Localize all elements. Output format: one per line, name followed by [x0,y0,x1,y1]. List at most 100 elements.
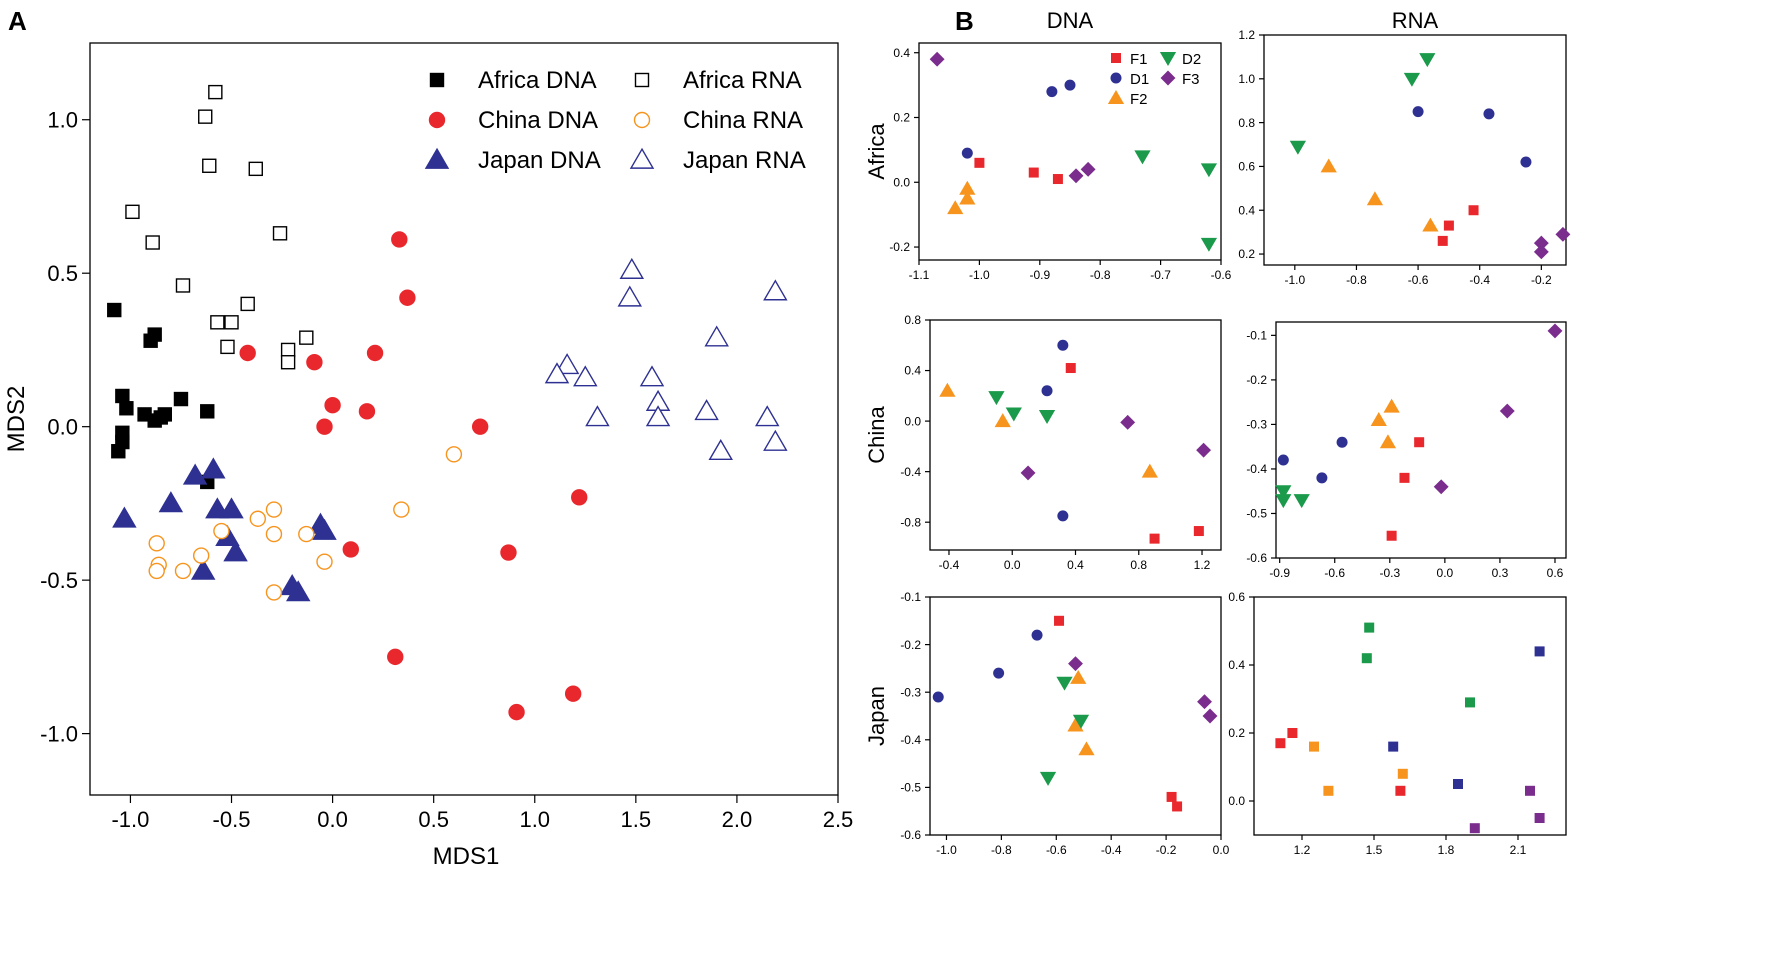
legend-marker-china-dna [428,111,446,129]
point-japan-rna [763,279,788,301]
point-d1 [1412,106,1424,118]
point-f3 [929,51,945,67]
y-tick-label: 0.5 [47,261,78,286]
point-china-dna [306,354,323,371]
point-china-rna [265,501,283,518]
plot-B-Africa-RNA: -1.0 -0.8 -0.6 -0.4 -0.2 0.2 0.4 0.6 0.8 1.0 1.2 RN… [1238,8,1571,287]
point-japan-dna [312,518,337,540]
point-d2 [1056,676,1073,691]
legend-marker-f3 [1160,70,1176,86]
plot-B-Japan-DNA: -1.0 -0.8 -0.6 -0.4 -0.2 0.0 -0.6 -0.5 -0.4 -0.3 -… [864,590,1230,857]
point-d1 [961,147,973,159]
point-f3 [1020,465,1036,481]
point-africa-dna [143,333,158,348]
point-f2 [994,413,1011,428]
panel-label-a: A [8,6,27,36]
legend-marker-china-rna [633,111,651,129]
y-tick-label: -0.4 [900,465,921,479]
point-f1 [1193,526,1204,537]
point-africa-rna [145,235,160,250]
point-africa-rna [280,355,296,370]
point-d2 [1039,771,1057,786]
x-tick-label: -0.7 [1150,268,1171,282]
point-f1 [1166,791,1177,802]
point-d2 [988,391,1005,406]
x-tick-label: -0.8 [991,843,1012,857]
point-japan-rna [639,365,665,387]
x-tick-label: -0.3 [1379,566,1400,580]
x-tick-label: -0.4 [939,558,960,572]
y-tick-label: -0.1 [900,590,921,604]
legend-marker-f2 [1107,90,1125,104]
y-tick-label: 0.4 [1228,658,1245,672]
point-africa-rna [208,84,223,100]
point-china-dna [564,685,582,702]
point-japan-rna [617,285,643,307]
point-china [1275,738,1286,749]
point-china-rna [174,562,192,580]
point-f1 [1414,437,1425,448]
x-tick-label: 1.8 [1438,843,1455,857]
point-china [1395,785,1406,796]
y-tick-label: 0.0 [904,414,921,428]
point-d2 [1289,140,1307,155]
x-tick-label: 1.2 [1194,558,1211,572]
x-tick-label: -0.4 [1101,843,1122,857]
plot-frame [1253,596,1567,836]
point-f2 [1070,669,1087,684]
point-f1 [1028,167,1039,178]
x-tick-label: 0.4 [1067,558,1084,572]
plot-B-Japan-RNA: 1.2 1.5 1.8 2.1 0.0 0.2 0.4 0.6 [1228,590,1567,857]
x-tick-label: -0.5 [213,807,251,832]
x-tick-label: -0.6 [1324,566,1345,580]
y-tick-label: -0.3 [1246,418,1267,432]
point-f3 [1068,168,1084,184]
point-africa-dna [200,404,215,419]
point-f1 [1437,235,1448,246]
y-tick-label: -1.0 [40,721,78,746]
point-china-rna [265,525,283,543]
y-tick-label: -0.6 [900,828,921,842]
point-f2 [1141,463,1158,478]
x-tick-label: 0.0 [317,807,348,832]
point-d2 [1200,237,1218,252]
point-africa-rna [272,226,288,241]
point-f3 [1547,323,1563,339]
point-africa-rna [210,315,225,330]
point-japan-rna [585,405,610,427]
point-china-dna [508,703,525,721]
point-africa-dna [115,388,130,404]
x-tick-label: 0.0 [1213,843,1230,857]
x-tick-label: -0.9 [1029,268,1050,282]
x-tick-label: 1.2 [1294,843,1311,857]
point-china-dna [471,418,489,435]
point-china-rna [148,535,165,552]
point-china-rna [213,522,230,540]
y-tick-label: 1.0 [47,107,78,132]
legend-label: Africa RNA [683,67,802,94]
point-japan-rna [694,399,719,421]
point-other [1469,823,1480,834]
point-china-dna [571,489,588,506]
point-japan-dna [182,463,208,485]
plot-frame [929,596,1222,836]
point-china-rna [192,547,210,564]
point-africa [1364,622,1375,633]
point-d2 [1200,163,1218,178]
legend-marker-d2 [1159,52,1177,66]
point-africa-rna [299,330,314,345]
point-f1 [1386,530,1397,541]
legend-marker-d1 [1110,72,1122,84]
legend-marker-africa-dna [429,72,445,88]
point-africa-rna [248,161,263,177]
plot-frame [1263,34,1567,266]
x-tick-label: -0.2 [1531,273,1552,287]
point-africa-rna [224,315,239,330]
x-tick-label: 1.0 [519,807,550,832]
legend-marker-japan-rna [629,147,655,169]
point-china-dna [399,289,416,306]
x-tick-label: -1.0 [111,807,149,832]
point-d2 [1038,410,1056,425]
x-tick-label: 0.6 [1547,566,1564,580]
y-tick-label: -0.6 [1246,551,1267,565]
